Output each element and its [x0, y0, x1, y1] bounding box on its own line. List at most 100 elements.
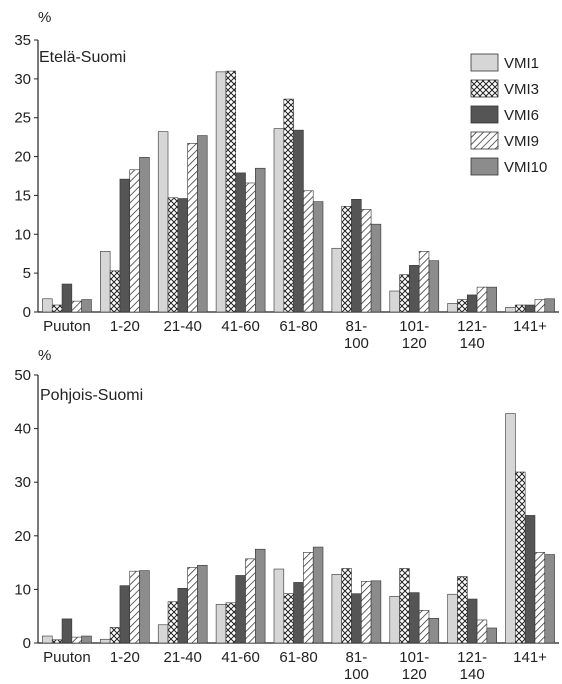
y-tick-label: 5: [23, 265, 31, 282]
bar-vmi9: [71, 636, 82, 644]
bar-vmi6: [177, 588, 188, 644]
bar-vmi1: [389, 290, 400, 313]
bar-vmi1: [42, 298, 53, 313]
bar-vmi1: [100, 251, 111, 313]
bar-vmi9: [476, 619, 488, 644]
bar-vmi1: [273, 568, 285, 644]
x-tick-label: 21-40: [164, 649, 202, 666]
bar-vmi9: [129, 169, 140, 313]
y-tick-label: 10: [14, 581, 31, 598]
panel-title: Etelä-Suomi: [39, 49, 126, 66]
bar-vmi3: [167, 601, 179, 644]
bar-vmi10: [312, 546, 324, 644]
bar-vmi3: [167, 197, 179, 313]
x-tick-label: 41-60: [221, 318, 259, 335]
legend-swatch: [470, 131, 499, 150]
y-tick-label: 15: [14, 187, 31, 204]
bar-vmi9: [418, 251, 430, 313]
bar-vmi1: [505, 307, 516, 313]
bar-vmi6: [61, 283, 73, 313]
bar-vmi9: [476, 286, 488, 313]
legend-label: VMI9: [504, 133, 539, 150]
bar-vmi10: [81, 299, 92, 313]
bar-vmi6: [351, 593, 362, 644]
legend: VMI1 VMI3 VMI6 VMI9 VMI10: [470, 53, 547, 176]
y-tick-label: 20: [14, 149, 31, 166]
bar-vmi9: [245, 182, 256, 313]
bar-vmi6: [235, 575, 246, 644]
bar-vmi3: [225, 602, 237, 644]
bar-vmi6: [293, 129, 304, 313]
bar-vmi1: [447, 593, 458, 644]
x-tick-label: Puuton: [43, 649, 91, 666]
bar-vmi9: [360, 581, 372, 644]
x-tick-label: 21-40: [164, 318, 202, 335]
bar-vmi3: [457, 576, 468, 644]
x-tick-label: 101-120: [399, 649, 429, 683]
bar-vmi9: [360, 209, 372, 313]
bar-vmi10: [139, 157, 150, 313]
y-tick-label: 10: [14, 226, 31, 243]
bar-vmi10: [544, 554, 555, 644]
bar-vmi1: [157, 624, 169, 644]
bar-vmi1: [331, 574, 342, 644]
bar-vmi10: [370, 223, 382, 313]
bar-vmi9: [303, 552, 314, 644]
y-tick-label: 30: [14, 71, 31, 88]
bar-vmi6: [466, 598, 478, 644]
bar-vmi10: [486, 627, 497, 644]
bar-vmi3: [515, 471, 526, 644]
bar-vmi3: [109, 627, 121, 644]
bar-vmi1: [215, 604, 227, 644]
bar-vmi6: [61, 618, 73, 644]
bar-vmi10: [544, 298, 555, 313]
bar-vmi1: [505, 413, 516, 644]
y-tick-label: 25: [14, 110, 31, 127]
y-unit-label: %: [38, 347, 51, 364]
bar-vmi10: [197, 564, 208, 644]
bar-vmi1: [331, 247, 342, 313]
x-tick-label: 81-100: [344, 318, 369, 352]
legend-label: VMI3: [504, 81, 539, 98]
legend-label: VMI10: [504, 159, 547, 176]
x-tick-label: 141+: [513, 318, 547, 335]
x-tick-label: 1-20: [110, 318, 140, 335]
bar-vmi1: [100, 638, 111, 644]
chart-panel-pohjois-suomi: % Pohjois-Suomi 0 10 20 30 40 50 Puuton 1-20 21…: [14, 347, 559, 683]
bar-vmi6: [524, 515, 536, 644]
bar-vmi3: [51, 639, 63, 644]
x-tick-label: Puuton: [43, 318, 91, 335]
bar-vmi9: [129, 570, 140, 644]
bar-vmi6: [177, 198, 188, 313]
bar-vmi9: [187, 143, 198, 313]
y-tick-label: 20: [14, 528, 31, 545]
x-tick-label: 61-80: [279, 318, 317, 335]
bar-vmi1: [389, 596, 400, 644]
legend-swatch: [470, 105, 499, 124]
x-tick-label: 121-140: [457, 318, 487, 352]
x-tick-label: 1-20: [110, 649, 140, 666]
bar-vmi1: [42, 635, 53, 644]
x-tick-label: 41-60: [221, 649, 259, 666]
legend-swatch: [470, 157, 499, 176]
bar-vmi1: [273, 128, 285, 313]
bar-vmi10: [370, 580, 382, 644]
legend-swatch: [470, 79, 499, 98]
bar-vmi3: [515, 304, 526, 313]
bar-vmi3: [225, 70, 237, 313]
bar-vmi1: [215, 71, 227, 313]
legend-label: VMI6: [504, 107, 539, 124]
bar-vmi9: [418, 609, 430, 644]
bar-vmi10: [428, 260, 440, 313]
panel-title: Pohjois-Suomi: [40, 387, 143, 404]
bar-vmi6: [119, 178, 131, 313]
bar-vmi9: [71, 300, 82, 313]
bar-vmi9: [245, 558, 256, 644]
bar-vmi10: [197, 135, 208, 313]
bar-vmi10: [255, 548, 266, 644]
bar-vmi1: [447, 303, 458, 313]
bar-vmi3: [283, 98, 294, 313]
bar-vmi9: [303, 190, 314, 313]
bar-vmi9: [534, 552, 546, 644]
bar-vmi3: [109, 270, 121, 313]
